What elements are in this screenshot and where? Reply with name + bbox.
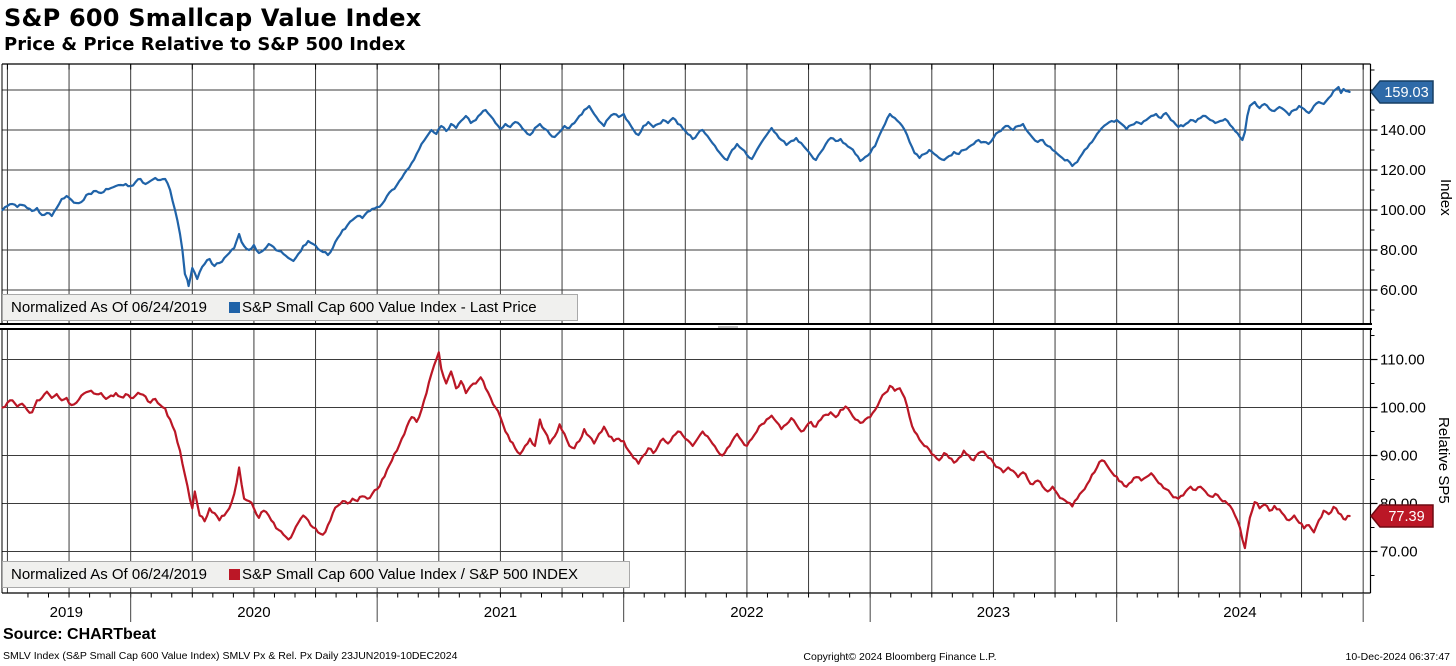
footer-timestamp: 10-Dec-2024 06:37:47	[1345, 651, 1451, 663]
y-tick-label: 110.00	[1380, 352, 1425, 369]
last-price-value: 159.03	[1384, 85, 1428, 101]
x-axis-year-label: 2024	[1223, 604, 1256, 621]
x-axis-year-label: 2022	[730, 604, 763, 621]
legend-relative-panel: Normalized As Of 06/24/2019 S&P Small Ca…	[2, 561, 630, 588]
relative-series-swatch-icon	[228, 569, 240, 580]
x-axis-year-label: 2019	[50, 604, 83, 621]
y-axis-title-relative: Relative SP5	[1435, 416, 1452, 504]
legend-normalized-label: Normalized As Of 06/24/2019	[11, 299, 207, 316]
y-tick-label: 100.00	[1380, 202, 1426, 219]
panel-divider[interactable]	[0, 323, 1372, 330]
legend-series-label: S&P Small Cap 600 Value Index - Last Pri…	[241, 299, 537, 316]
page-title: S&P 600 Smallcap Value Index	[4, 4, 422, 32]
legend-index-panel: Normalized As Of 06/24/2019 S&P Small Ca…	[2, 294, 578, 321]
footer-description: SMLV Index (S&P Small Cap 600 Value Inde…	[3, 650, 458, 662]
relative-series-line	[1, 351, 1351, 550]
page-subtitle: Price & Price Relative to S&P 500 Index	[4, 34, 406, 55]
y-tick-label: 70.00	[1380, 543, 1418, 560]
divider-drag-handle-icon[interactable]	[718, 326, 738, 328]
index-series-line	[1, 85, 1351, 288]
y-tick-label: 120.00	[1380, 162, 1426, 179]
y-tick-label: 90.00	[1380, 448, 1418, 465]
last-price-badge-relative: 77.39	[1370, 504, 1434, 528]
last-price-value: 77.39	[1388, 509, 1424, 525]
y-tick-label: 80.00	[1380, 242, 1418, 259]
y-tick-label: 140.00	[1380, 122, 1426, 139]
x-axis-year-label: 2020	[237, 604, 270, 621]
grid-horizontal-panel0: 60.00 80.00 100.00 120.00 140.00	[2, 69, 1426, 311]
y-tick-label: 100.00	[1380, 400, 1426, 417]
x-axis-year-label: 2023	[977, 604, 1010, 621]
x-axis-year-label: 2021	[484, 604, 517, 621]
y-axis-title-index: Index	[1437, 178, 1454, 216]
index-series-swatch-icon	[228, 302, 240, 313]
footer-source: Source: CHARTbeat	[3, 626, 156, 643]
footer-copyright: Copyright© 2024 Bloomberg Finance L.P.	[803, 651, 997, 663]
x-axis-ticks: 2019 2020 2021 2022 2023 2024	[27, 593, 1364, 622]
legend-series-label: S&P Small Cap 600 Value Index / S&P 500 …	[241, 566, 578, 583]
legend-normalized-label: Normalized As Of 06/24/2019	[11, 566, 207, 583]
last-price-badge-index: 159.03	[1370, 80, 1434, 104]
panel-borders	[1, 63, 1372, 594]
y-tick-label: 60.00	[1380, 282, 1418, 299]
